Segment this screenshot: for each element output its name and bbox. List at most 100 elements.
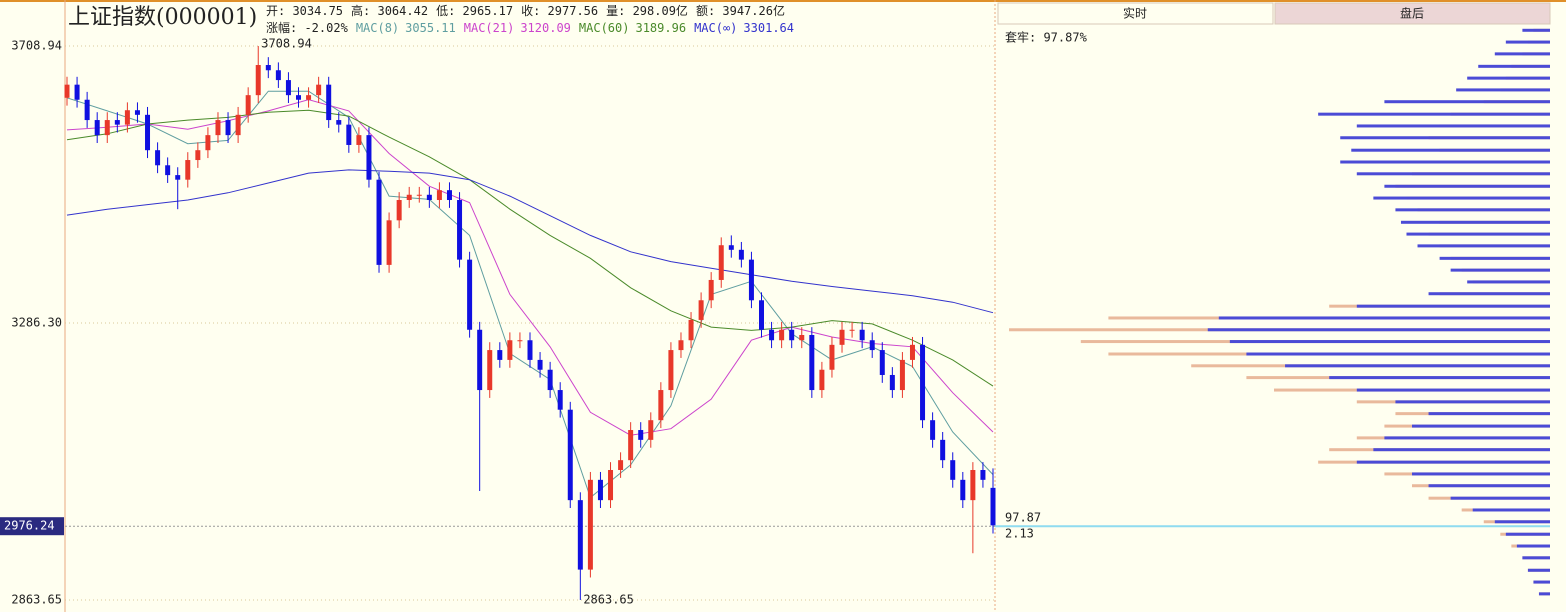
chip-bar: [1373, 196, 1550, 200]
candle-body: [185, 160, 191, 180]
candle-body: [950, 460, 956, 480]
candle-body: [909, 344, 915, 360]
legend-value: 3189.96: [635, 21, 686, 35]
chart-title: 上证指数(000001): [68, 5, 257, 30]
chip-bar: [1428, 412, 1550, 416]
tab[interactable]: [1274, 2, 1551, 25]
candle-body: [145, 114, 151, 151]
tab-label[interactable]: 实时: [1123, 6, 1147, 21]
candle-body: [899, 359, 905, 391]
chip-bar: [1522, 556, 1550, 560]
candle-body: [668, 350, 674, 391]
candle-body: [386, 220, 392, 265]
candle-body: [376, 179, 382, 265]
candle-body: [960, 479, 966, 501]
chip-bar: [1356, 172, 1550, 176]
current-price-box: [0, 517, 64, 536]
chip-bar: [1450, 268, 1550, 272]
candle-body: [195, 150, 201, 161]
candle-body: [728, 245, 734, 250]
ma-line: [66, 99, 994, 436]
candle-body: [517, 340, 523, 342]
change: 涨幅: -2.02%: [266, 20, 349, 35]
candle-body: [618, 460, 624, 471]
candle-body: [124, 110, 130, 125]
candle-body: [356, 135, 362, 145]
candle-body: [748, 259, 754, 301]
candle-body: [467, 259, 473, 330]
chip-bar: [1412, 424, 1550, 428]
legend-name: MAC(21): [464, 21, 515, 35]
candle-body: [225, 120, 231, 136]
current-price-label: 2976.24: [4, 519, 55, 533]
chip-bar: [1439, 256, 1550, 260]
tab-label[interactable]: 盘后: [1400, 6, 1424, 21]
chip-bar: [1340, 136, 1550, 140]
candle-body: [597, 479, 603, 501]
info-item: 量: 298.09亿: [606, 3, 688, 18]
candle-body: [527, 340, 533, 360]
chip-bar: [1395, 400, 1550, 404]
y-tick-label: 3286.30: [11, 316, 62, 330]
candle-body: [487, 350, 493, 391]
candle-body: [165, 165, 171, 176]
candle-body: [769, 329, 775, 341]
candle-body: [869, 340, 875, 351]
info-item: 高: 3064.42: [351, 3, 428, 18]
chip-bar: [1538, 592, 1550, 596]
candle-body: [235, 114, 241, 136]
profit-value: 2.13: [1005, 527, 1034, 541]
chip-bar: [1384, 436, 1550, 440]
candle-body: [638, 430, 644, 440]
candle-body: [547, 369, 553, 391]
candle-body: [336, 120, 342, 125]
candle-body: [799, 335, 805, 341]
candle-body: [215, 120, 221, 136]
candle-body: [366, 135, 372, 180]
chip-bar: [1246, 352, 1550, 356]
y-tick-label: 3708.94: [11, 39, 62, 53]
candle-body: [678, 340, 684, 351]
candle-body: [819, 369, 825, 391]
chip-bar: [1356, 304, 1550, 308]
candle-body: [557, 390, 563, 410]
chip-bar: [1384, 100, 1550, 104]
legend-name: MAC(∞): [694, 21, 737, 35]
candle-body: [104, 120, 110, 136]
chip-bar: [1218, 316, 1550, 320]
candle-body: [245, 95, 251, 115]
candle-body: [587, 479, 593, 570]
candle-body: [738, 249, 744, 260]
candle-body: [285, 80, 291, 96]
candle-body: [74, 84, 80, 100]
candle-body: [628, 430, 634, 461]
info-item: 开: 3034.75: [266, 4, 343, 18]
candle-body: [990, 487, 996, 526]
candle-body: [608, 470, 614, 501]
chip-bar: [1428, 292, 1550, 296]
candle-body: [688, 319, 694, 341]
candle-body: [718, 245, 724, 280]
candle-body: [577, 500, 583, 570]
chip-bar: [1207, 328, 1550, 332]
legend-value: 3120.09: [520, 21, 571, 35]
annotation: 3708.94: [261, 37, 312, 51]
candle-body: [497, 350, 503, 360]
chip-bar: [1428, 484, 1550, 488]
candle-body: [406, 194, 412, 201]
candle-body: [396, 200, 402, 221]
candle-body: [316, 84, 322, 96]
candle-body: [537, 359, 543, 370]
candle-body: [446, 190, 452, 201]
candle-body: [567, 409, 573, 501]
chip-bar: [1450, 496, 1550, 500]
candle-body: [94, 120, 100, 136]
chip-bar: [1533, 580, 1550, 584]
candle-body: [879, 350, 885, 375]
candle-body: [648, 420, 654, 440]
chip-bar: [1356, 124, 1550, 128]
tab[interactable]: [997, 2, 1274, 25]
chip-bar: [1356, 388, 1550, 392]
candle-body: [134, 110, 140, 115]
